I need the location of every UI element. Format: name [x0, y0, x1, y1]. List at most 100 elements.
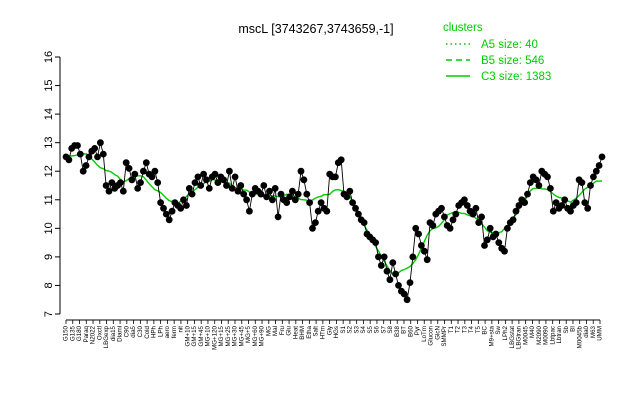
- x-tick-label: S4: [360, 325, 367, 333]
- data-point: [429, 222, 437, 229]
- data-point: [128, 176, 136, 184]
- x-tick-label: BT: [401, 326, 408, 334]
- data-point: [226, 167, 233, 175]
- x-tick-label: MG+10: [205, 325, 212, 346]
- y-axis: 7 8 9 10 11 12 13 14 15 16: [43, 51, 61, 317]
- data-point: [74, 142, 81, 149]
- y-tick-label: 13: [43, 137, 55, 149]
- data-point: [392, 270, 399, 278]
- x-tick-label: S8: [387, 325, 394, 333]
- x-tick-label: LBGstat: [509, 326, 516, 349]
- x-tick-label: S5: [367, 325, 374, 333]
- x-tick-label: M9+sta: [488, 325, 495, 346]
- x-tick-label: Fru: [279, 325, 286, 335]
- x-tick-label: S2: [347, 325, 354, 333]
- data-point: [463, 202, 471, 209]
- data-point: [521, 199, 528, 207]
- data-point: [191, 179, 199, 187]
- x-tick-label: dia15: [110, 325, 117, 341]
- x-tick-label: LPh: [157, 325, 164, 337]
- data-point: [82, 162, 90, 169]
- data-point: [151, 167, 159, 175]
- x-tick-label: T5: [475, 325, 482, 333]
- data-point: [303, 190, 311, 198]
- data-point: [117, 179, 124, 187]
- x-tick-label: Sw: [495, 325, 502, 334]
- x-tick-label: S7: [380, 325, 387, 333]
- x-tick-label: Lbtpac: [549, 326, 556, 345]
- data-point: [85, 153, 93, 161]
- data-point: [269, 196, 276, 204]
- data-point: [592, 167, 600, 175]
- data-point: [91, 145, 99, 152]
- data-point: [76, 150, 84, 158]
- data-point: [188, 190, 196, 198]
- data-point: [317, 199, 325, 207]
- data-point: [415, 230, 422, 238]
- data-point: [289, 187, 296, 195]
- legend-label-b5: B5 size: 546: [481, 55, 544, 67]
- y-tick-label: 7: [43, 311, 55, 317]
- data-point: [277, 190, 285, 198]
- x-tick-label: UMM: [597, 326, 604, 341]
- data-point: [561, 196, 569, 204]
- data-point: [266, 187, 273, 195]
- y-tick-label: 11: [43, 194, 55, 205]
- data-point: [203, 176, 210, 184]
- x-tick-label: Etha: [306, 325, 313, 338]
- data-point: [412, 224, 420, 232]
- x-tick-label: HPh: [151, 325, 158, 338]
- data-point: [509, 216, 517, 224]
- data-point: [237, 182, 245, 189]
- data-point: [214, 179, 222, 187]
- data-point: [420, 247, 428, 255]
- legend-label-c3: C3 size: 1383: [481, 71, 551, 83]
- data-point: [142, 159, 150, 167]
- data-point: [223, 182, 230, 189]
- data-point: [248, 190, 256, 198]
- x-tick-label: T3: [461, 325, 468, 333]
- data-point: [512, 207, 520, 215]
- x-tick-label: aero: [164, 325, 171, 338]
- data-point: [337, 156, 345, 164]
- x-tick-label: M0045b: [576, 325, 583, 348]
- x-tick-label: S3: [353, 325, 360, 333]
- data-point: [469, 210, 477, 218]
- data-point: [157, 199, 165, 207]
- data-point: [332, 173, 339, 181]
- chart-title: mscL [3743267,3743659,-1]: [238, 22, 393, 36]
- data-point: [274, 213, 282, 221]
- x-tick-label: MG+90: [259, 325, 266, 346]
- data-point: [271, 185, 279, 192]
- x-tick-label: Cold: [144, 325, 151, 338]
- x-tick-label: MG: [265, 326, 272, 336]
- x-tick-label: M40: [529, 325, 536, 338]
- x-tick-label: Gly: [326, 325, 333, 335]
- data-point: [102, 182, 110, 189]
- data-point: [418, 242, 425, 249]
- data-point: [360, 219, 368, 227]
- data-point: [406, 279, 414, 286]
- x-tick-label: dia0: [583, 325, 590, 337]
- x-tick-label: GM+15: [191, 325, 198, 346]
- data-point: [346, 187, 354, 195]
- data-point: [352, 204, 359, 212]
- data-point: [355, 210, 362, 218]
- data-point: [234, 187, 242, 195]
- data-point: [504, 224, 511, 232]
- data-point: [375, 253, 382, 261]
- data-point: [79, 167, 87, 175]
- data-point: [478, 213, 485, 221]
- legend: clusters A5 size: 40 B5 size: 546 C3 siz…: [443, 22, 551, 83]
- data-point: [286, 193, 293, 201]
- x-tick-label: M2090: [536, 325, 543, 344]
- series: [62, 139, 606, 304]
- x-tick-label: Diami: [117, 326, 124, 342]
- data-point: [423, 256, 431, 264]
- data-point: [137, 179, 144, 187]
- x-tick-label: Pyr: [414, 326, 421, 335]
- data-point: [185, 185, 193, 192]
- x-tick-label: Oxctl: [96, 326, 103, 340]
- data-point: [263, 193, 270, 201]
- data-point: [552, 199, 560, 207]
